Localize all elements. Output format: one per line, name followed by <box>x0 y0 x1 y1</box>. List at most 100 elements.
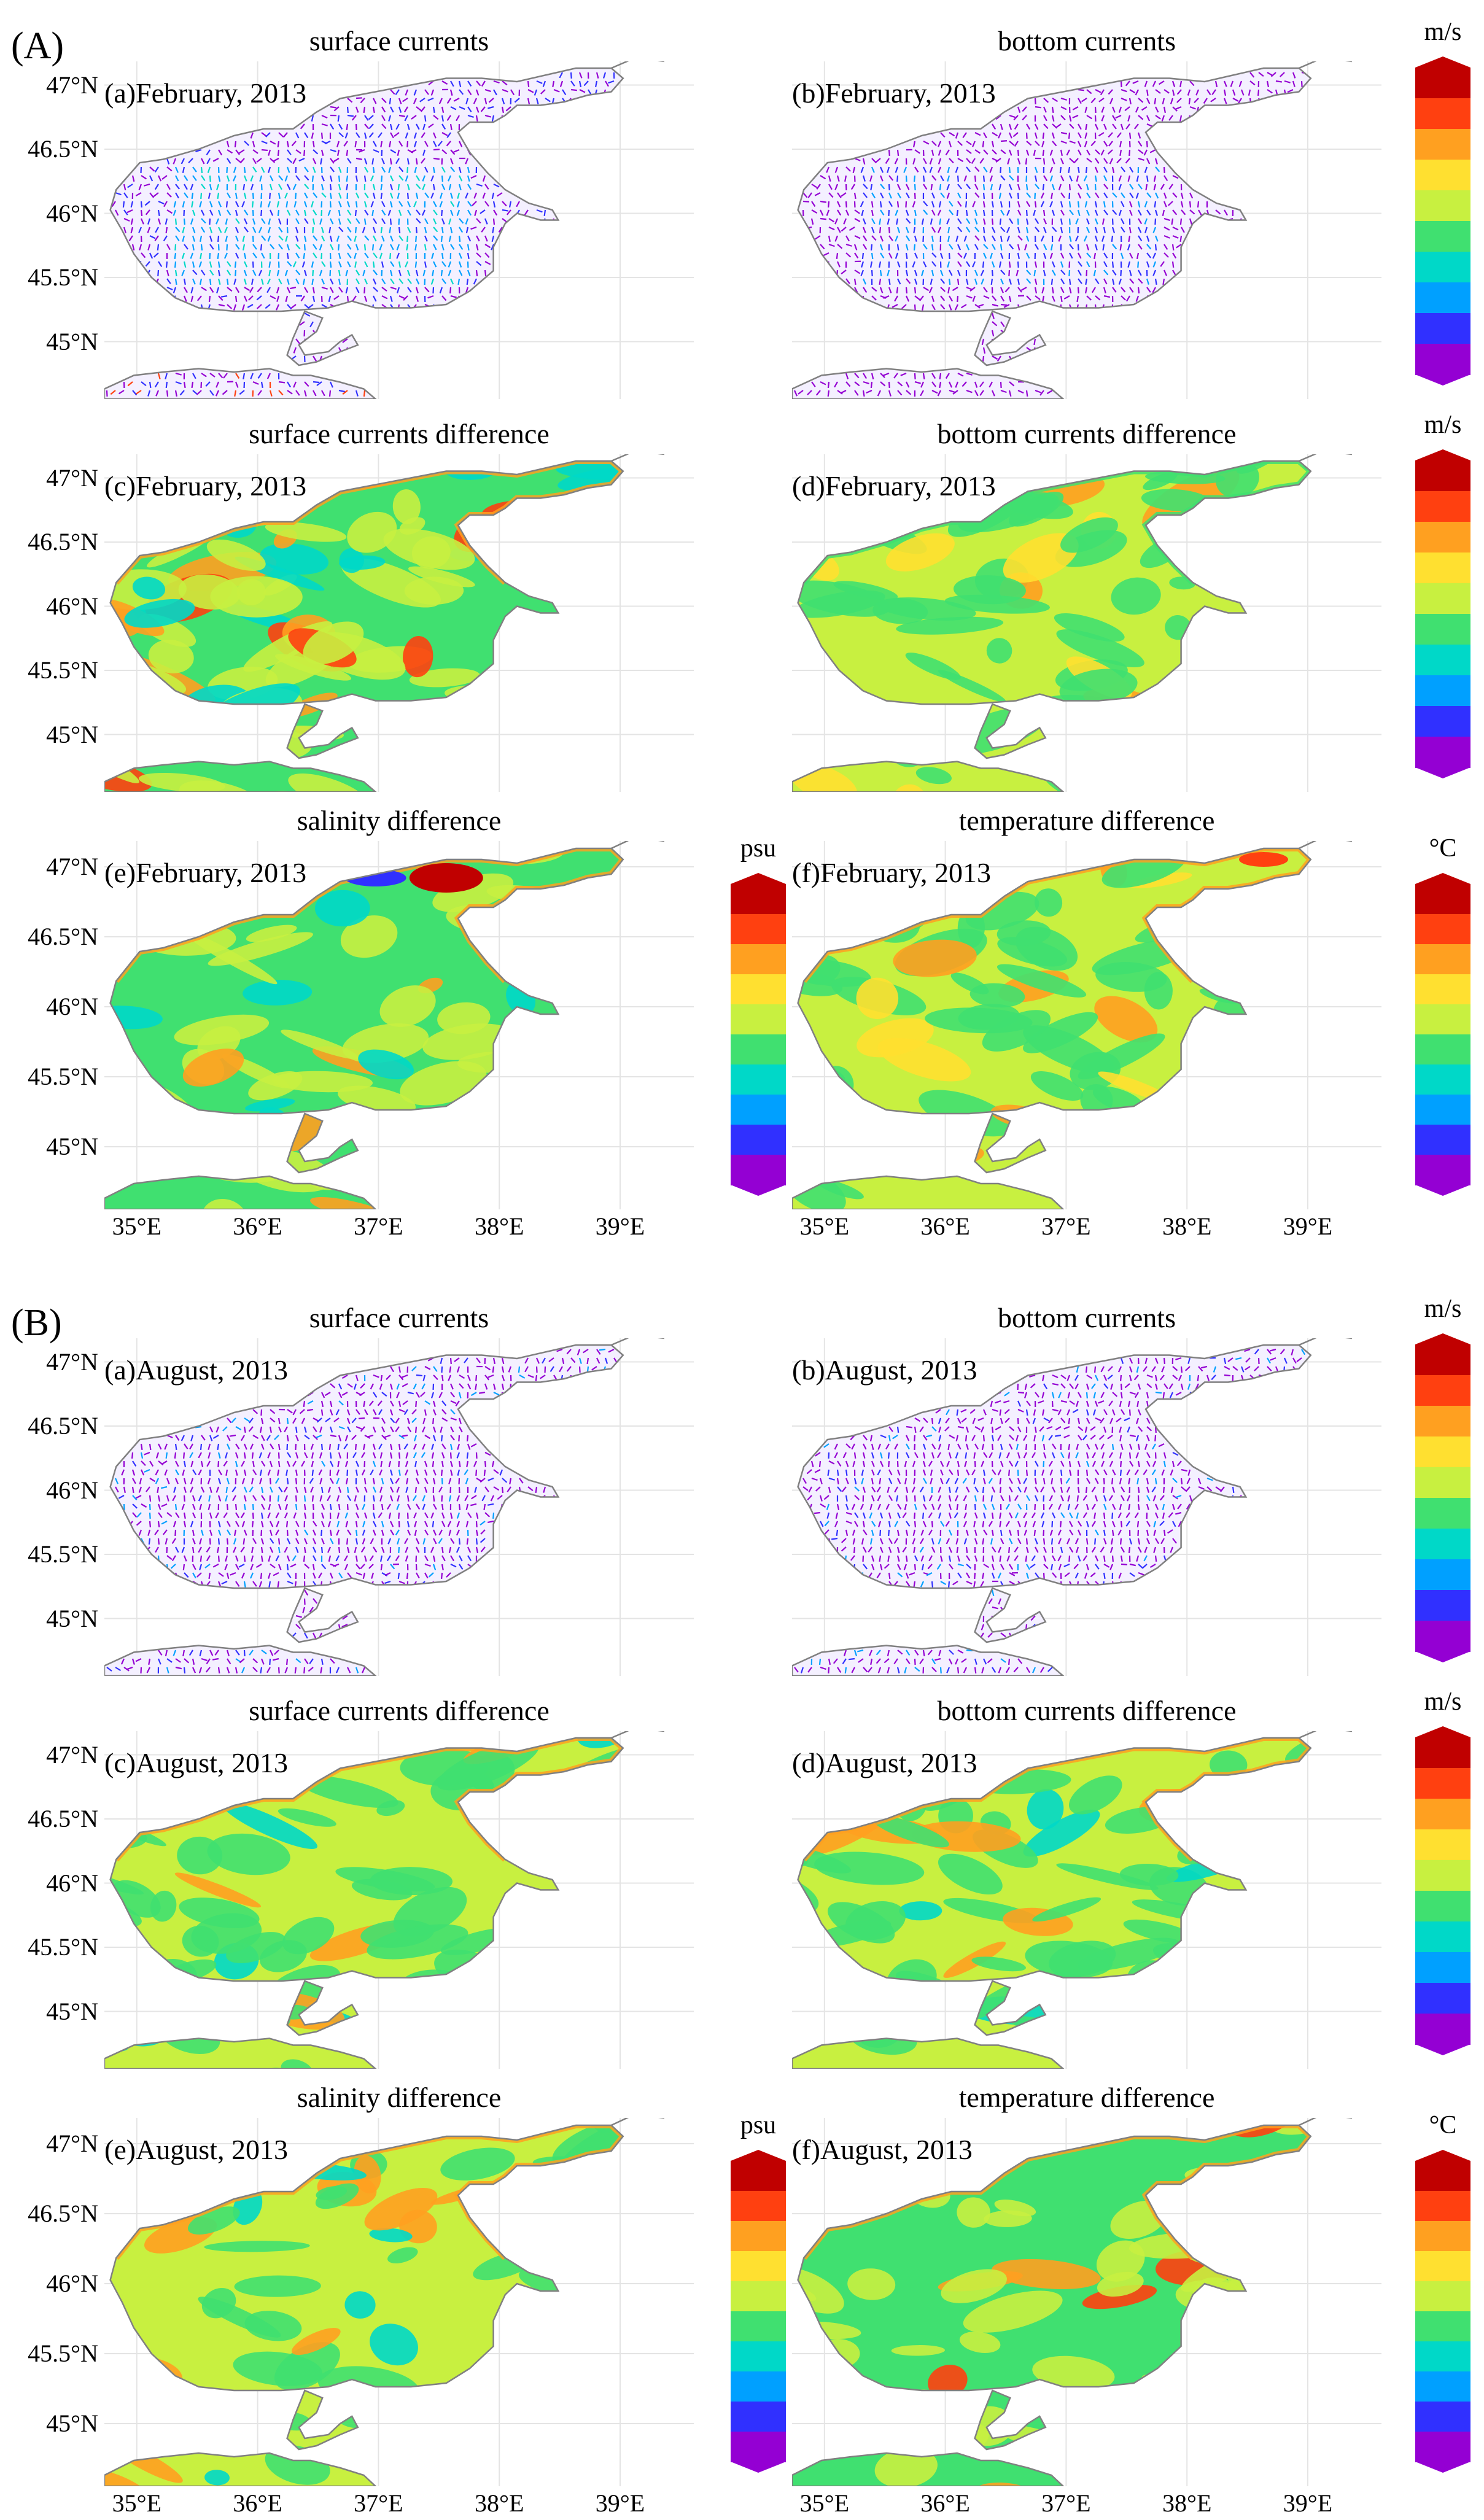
current-vector <box>147 244 151 250</box>
current-vector <box>192 1495 196 1502</box>
coastline <box>104 761 377 792</box>
current-vector <box>166 1512 173 1518</box>
current-vector <box>147 1529 151 1536</box>
current-vector <box>275 1529 279 1536</box>
current-vector <box>155 1546 159 1553</box>
current-vector <box>497 1495 503 1500</box>
current-vector <box>1091 1383 1096 1389</box>
current-vector <box>827 381 830 389</box>
current-vector <box>1052 227 1057 233</box>
current-vector <box>1103 141 1108 147</box>
current-vector <box>1120 80 1122 88</box>
current-vector <box>115 192 122 196</box>
current-vector <box>1172 1495 1178 1500</box>
colorbar-min-arrow <box>1415 1185 1470 1196</box>
current-vector <box>1237 98 1242 104</box>
current-vector <box>877 1503 882 1510</box>
difference-patch <box>392 489 421 524</box>
current-vector <box>1109 1417 1114 1424</box>
current-vector <box>295 1495 297 1502</box>
current-vector <box>311 261 314 268</box>
current-vector <box>1095 1564 1100 1570</box>
current-vector <box>293 381 297 388</box>
current-vector <box>1151 1486 1156 1492</box>
current-vector <box>939 218 942 225</box>
current-vector <box>250 184 254 190</box>
current-vector <box>192 1503 196 1510</box>
colorbar-max-arrow <box>1415 449 1470 460</box>
current-vector <box>457 201 460 207</box>
current-vector <box>201 1435 206 1441</box>
current-vector <box>269 1486 273 1493</box>
current-vector <box>542 1357 546 1364</box>
current-vector <box>209 373 216 378</box>
current-vector <box>879 244 884 250</box>
current-vector <box>413 98 418 104</box>
current-vector <box>243 1486 247 1493</box>
current-vector <box>472 201 477 206</box>
current-vector <box>1043 252 1047 259</box>
difference-patch <box>833 581 898 600</box>
current-vector <box>484 1366 491 1371</box>
current-vector <box>1095 295 1101 301</box>
current-vector <box>1129 278 1135 284</box>
current-vector <box>888 201 893 207</box>
current-vector <box>949 295 953 302</box>
current-vector <box>1136 1366 1140 1373</box>
current-vector <box>448 184 452 190</box>
current-vector <box>1000 287 1004 293</box>
current-vector <box>370 1383 374 1390</box>
current-vector <box>492 1366 495 1373</box>
current-vector <box>1127 244 1131 250</box>
current-vector <box>1172 1374 1178 1380</box>
current-vector <box>1120 1521 1123 1528</box>
current-vector <box>480 1529 486 1535</box>
current-vector <box>1094 244 1098 250</box>
current-vector <box>841 1538 847 1543</box>
difference-patch <box>185 1130 254 1168</box>
current-vector <box>1155 166 1160 173</box>
current-vector <box>1179 80 1183 88</box>
current-vector <box>362 1521 366 1527</box>
current-vector <box>154 1529 159 1535</box>
current-vector <box>413 1383 417 1390</box>
current-vector <box>992 227 996 233</box>
current-vector <box>957 184 963 190</box>
current-vector <box>363 1460 366 1468</box>
current-vector <box>1189 80 1195 87</box>
current-vector <box>940 278 946 284</box>
colorbar-swatch <box>731 1155 786 1185</box>
current-vector <box>501 1366 505 1373</box>
current-vector <box>991 1555 995 1562</box>
difference-patch <box>516 1154 602 1180</box>
current-vector <box>949 269 953 276</box>
current-vector <box>347 261 351 268</box>
current-vector <box>321 1392 325 1398</box>
current-vector <box>879 1512 884 1519</box>
current-vector <box>962 1478 967 1484</box>
current-vector <box>852 1460 856 1467</box>
coastline <box>286 703 359 759</box>
current-vector <box>299 321 305 326</box>
current-vector <box>845 166 851 172</box>
current-vector <box>157 1486 160 1494</box>
colorbar-swatch <box>731 884 786 915</box>
current-vector <box>406 166 409 174</box>
current-vector <box>1094 227 1098 233</box>
current-vector <box>304 1529 309 1536</box>
current-vector <box>312 1503 314 1511</box>
current-vector <box>1043 244 1047 250</box>
current-vector <box>1101 235 1105 242</box>
current-vector <box>961 1658 967 1663</box>
difference-patch <box>132 576 166 600</box>
current-vector <box>1280 72 1285 77</box>
current-vector <box>992 321 998 327</box>
current-vector <box>868 1546 872 1553</box>
current-vector <box>928 1529 933 1536</box>
current-vector <box>406 1417 410 1424</box>
current-vector <box>834 184 839 190</box>
current-vector <box>955 1486 959 1493</box>
current-vector <box>1160 184 1165 190</box>
current-vector <box>355 1443 357 1451</box>
current-vector <box>861 261 864 268</box>
